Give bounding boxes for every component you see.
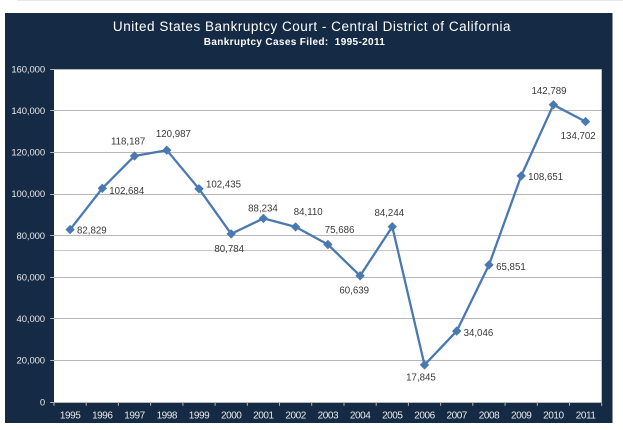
svg-text:2011: 2011 <box>576 410 597 421</box>
svg-text:108,651: 108,651 <box>528 172 563 183</box>
svg-text:1998: 1998 <box>157 410 178 421</box>
svg-text:60,639: 60,639 <box>339 285 369 296</box>
svg-text:Bankruptcy Cases Filed: 1995-: Bankruptcy Cases Filed: 1995-2011 <box>204 37 386 48</box>
svg-text:84,244: 84,244 <box>374 208 404 219</box>
svg-text:120,987: 120,987 <box>156 129 191 140</box>
svg-text:65,851: 65,851 <box>496 262 526 273</box>
svg-text:2000: 2000 <box>221 410 242 421</box>
svg-text:1999: 1999 <box>189 410 210 421</box>
svg-text:142,789: 142,789 <box>531 86 566 97</box>
svg-text:160,000: 160,000 <box>11 64 45 75</box>
svg-text:2007: 2007 <box>446 410 467 421</box>
svg-text:84,110: 84,110 <box>294 207 324 218</box>
svg-text:United States Bankruptcy Court: United States Bankruptcy Court - Central… <box>113 19 511 34</box>
svg-text:0: 0 <box>40 397 45 408</box>
svg-text:2005: 2005 <box>382 410 403 421</box>
svg-text:60,000: 60,000 <box>17 272 45 283</box>
svg-text:1997: 1997 <box>124 410 145 421</box>
svg-text:80,784: 80,784 <box>214 244 244 255</box>
svg-text:1995: 1995 <box>60 410 81 421</box>
svg-text:17,845: 17,845 <box>406 373 436 384</box>
svg-text:88,234: 88,234 <box>248 204 278 215</box>
svg-text:2006: 2006 <box>414 410 435 421</box>
svg-text:134,702: 134,702 <box>561 131 596 142</box>
svg-text:2010: 2010 <box>543 410 564 421</box>
svg-text:1996: 1996 <box>92 410 113 421</box>
svg-text:102,684: 102,684 <box>109 186 145 197</box>
svg-text:80,000: 80,000 <box>17 231 45 242</box>
svg-text:2008: 2008 <box>479 410 500 421</box>
svg-text:2004: 2004 <box>350 410 371 421</box>
svg-text:82,829: 82,829 <box>77 225 107 236</box>
svg-text:20,000: 20,000 <box>17 356 45 367</box>
svg-text:120,000: 120,000 <box>11 148 45 159</box>
svg-text:100,000: 100,000 <box>11 189 45 200</box>
svg-text:34,046: 34,046 <box>464 328 494 339</box>
svg-text:118,187: 118,187 <box>111 137 145 148</box>
svg-text:2009: 2009 <box>511 410 532 421</box>
svg-text:102,435: 102,435 <box>206 179 241 190</box>
svg-text:40,000: 40,000 <box>17 314 45 325</box>
svg-text:2003: 2003 <box>318 410 339 421</box>
svg-text:140,000: 140,000 <box>11 106 45 117</box>
svg-text:2002: 2002 <box>285 410 306 421</box>
svg-text:75,686: 75,686 <box>325 225 355 236</box>
svg-text:2001: 2001 <box>253 410 274 421</box>
